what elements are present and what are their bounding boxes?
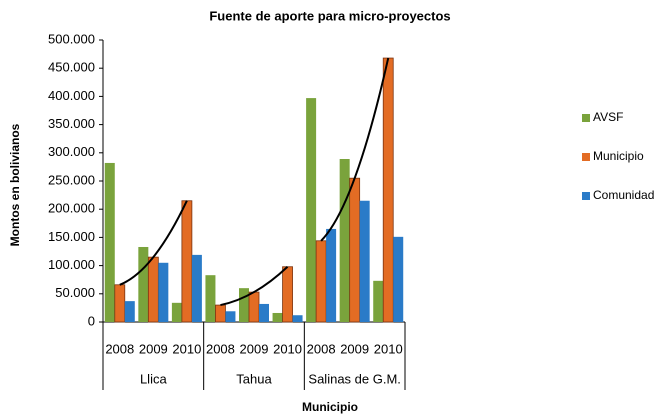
legend-swatch [582,114,590,122]
bar [272,312,283,322]
bar [138,246,149,322]
x-tick-label: 2009 [139,341,168,356]
x-tick-label: 2010 [172,341,201,356]
y-tick-label: 350.000 [48,116,95,131]
bar [215,304,226,323]
x-tick-label: 2008 [206,341,235,356]
bar [282,266,293,323]
y-tick-label: 150.000 [48,229,95,244]
legend-label: Municipio [593,149,644,163]
bar [259,303,269,322]
bar [158,262,169,322]
y-tick-label: 50.000 [55,285,95,300]
bar [124,301,135,322]
bar [373,280,384,322]
y-tick-label: 450.000 [48,60,95,75]
y-tick-label: 200.000 [48,201,95,216]
bar [239,288,249,322]
chart-title: Fuente de aporte para micro-proyectos [209,8,450,23]
group-label: Tahua [236,371,272,386]
group-label: Llica [140,371,168,386]
x-tick-label: 2010 [374,341,403,356]
y-tick-label: 0 [88,313,95,328]
y-tick-label: 400.000 [48,88,95,103]
legend-label: AVSF [593,110,623,124]
trendline [320,57,390,242]
bar [147,256,159,323]
bar [315,240,327,323]
bar [171,302,182,322]
x-tick-label: 2010 [273,341,302,356]
x-tick-label: 2009 [340,341,369,356]
y-tick-label: 500.000 [48,31,95,46]
y-axis-label: Montos en bolivianos [8,123,22,246]
bar [104,162,115,322]
bar [181,200,193,323]
y-tick-label: 100.000 [48,257,95,272]
bar [292,315,303,322]
bar [191,254,202,322]
bar [205,275,216,322]
x-tick-label: 2008 [105,341,134,356]
bar [225,311,236,322]
x-axis-label: Municipio [302,400,358,414]
y-tick-label: 250.000 [48,172,95,187]
bar [339,159,350,322]
bar [393,236,404,322]
bar [326,228,337,322]
legend-swatch [582,192,590,200]
trendline [119,200,188,286]
bar [359,200,370,322]
legend-swatch [582,153,590,161]
bar [349,177,361,323]
bar [248,291,260,323]
bar [306,98,317,322]
group-label: Salinas de G.M. [308,371,401,386]
y-tick-label: 300.000 [48,144,95,159]
bar [114,284,126,323]
bar [382,57,394,323]
x-tick-label: 2009 [240,341,269,356]
legend-label: Comunidad [593,188,654,202]
x-tick-label: 2008 [307,341,336,356]
trendline [220,265,289,307]
